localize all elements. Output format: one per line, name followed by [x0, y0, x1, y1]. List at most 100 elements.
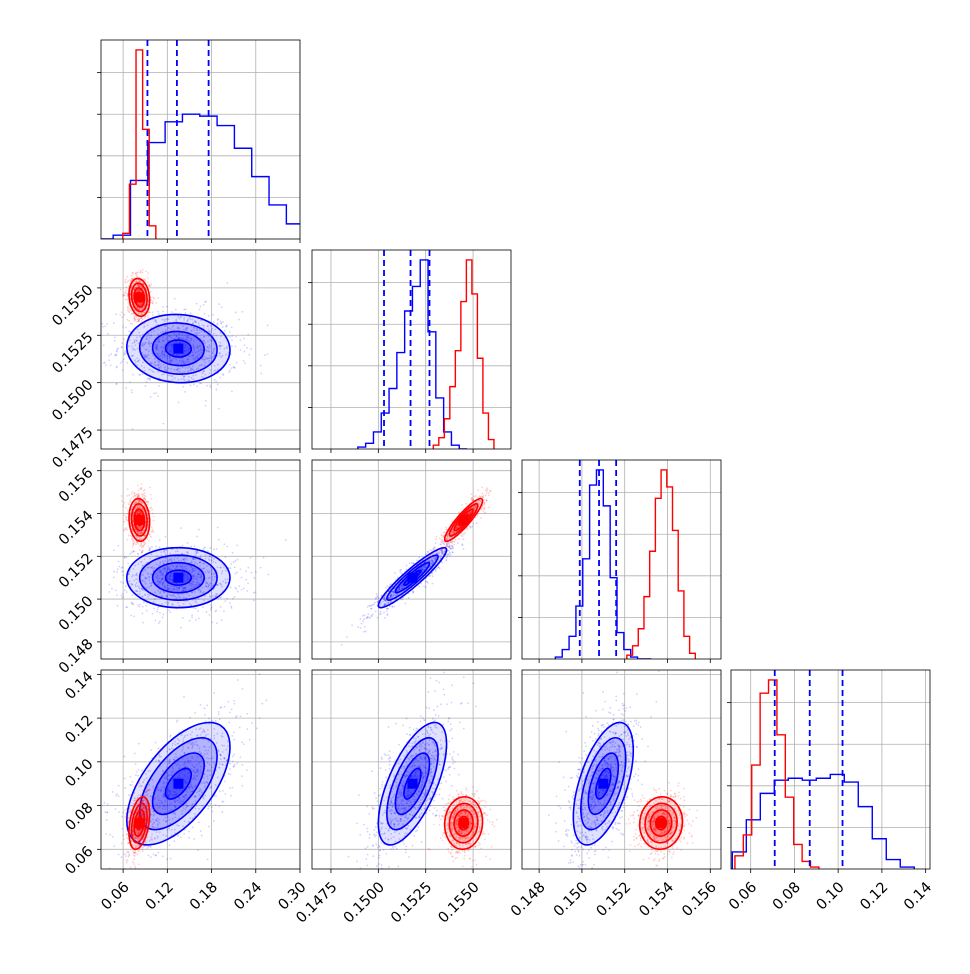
red-sample-point	[137, 489, 139, 491]
blue-sample-point	[124, 350, 126, 352]
blue-sample-point	[103, 344, 105, 346]
blue-sample-point	[346, 636, 348, 638]
blue-sample-point	[108, 584, 110, 586]
red-sample-point	[486, 492, 488, 494]
blue-sample-point	[98, 607, 100, 609]
red-sample-point	[471, 493, 473, 495]
red-sample-point	[429, 554, 431, 556]
red-sample-point	[123, 530, 125, 532]
blue-sample-point	[131, 601, 133, 603]
red-sample-point	[431, 550, 433, 552]
blue-sample-point	[237, 559, 239, 561]
red-sample-point	[134, 317, 136, 319]
blue-sample-point	[221, 306, 223, 308]
red-sample-point	[152, 314, 154, 316]
blue-sample-point	[235, 346, 237, 348]
red-sample-point	[131, 493, 133, 495]
panel-background	[731, 670, 930, 869]
blue-sample-point	[250, 348, 252, 350]
red-sample-point	[147, 503, 149, 505]
red-sample-point	[130, 498, 132, 500]
red-sample-point	[127, 509, 129, 511]
blue-sample-point	[362, 615, 364, 617]
red-sample-point	[441, 540, 443, 542]
blue-sample-point	[208, 315, 210, 317]
blue-sample-point	[214, 379, 216, 381]
red-sample-point	[123, 504, 125, 506]
red-sample-point	[126, 513, 128, 515]
blue-sample-point	[457, 542, 459, 544]
red-sample-point	[142, 496, 144, 498]
blue-sample-point	[122, 369, 124, 371]
blue-sample-point	[449, 555, 451, 557]
blue-sample-point	[159, 621, 161, 623]
red-sample-point	[141, 487, 143, 489]
blue-sample-point	[228, 371, 230, 373]
blue-sample-point	[364, 626, 366, 628]
red-sample-point	[151, 527, 153, 529]
blue-sample-point	[373, 603, 375, 605]
red-sample-point	[442, 546, 444, 548]
red-sample-point	[140, 322, 142, 324]
red-sample-point	[147, 272, 149, 274]
blue-sample-point	[122, 575, 124, 577]
blue-sample-point	[237, 591, 239, 593]
red-sample-point	[122, 295, 124, 297]
blue-sample-point	[205, 400, 207, 402]
blue-sample-point	[129, 553, 131, 555]
blue-sample-point	[244, 344, 246, 346]
blue-sample-point	[234, 596, 236, 598]
blue-sample-point	[423, 585, 425, 587]
red-sample-point	[127, 539, 129, 541]
red-sample-point	[149, 311, 151, 313]
blue-sample-point	[130, 615, 132, 617]
red-sample-point	[149, 285, 151, 287]
red-sample-point	[130, 535, 132, 537]
blue-sample-point	[125, 387, 127, 389]
red-sample-point	[144, 317, 146, 319]
red-sample-point	[143, 495, 145, 497]
blue-sample-point	[115, 354, 117, 356]
blue-sample-point	[245, 571, 247, 573]
blue-sample-point	[247, 567, 249, 569]
red-sample-point	[133, 541, 135, 543]
red-sample-point	[128, 494, 130, 496]
red-sample-point	[137, 553, 139, 555]
red-sample-point	[480, 517, 482, 519]
blue-sample-point	[110, 364, 112, 366]
blue-sample-point	[235, 336, 237, 338]
blue-sample-point	[126, 591, 128, 593]
red-sample-point	[157, 297, 159, 299]
blue-sample-point	[204, 313, 206, 315]
blue-sample-point	[105, 891, 107, 893]
blue-sample-point	[212, 314, 214, 316]
blue-sample-point	[360, 627, 362, 629]
red-sample-point	[151, 498, 153, 500]
blue-sample-point	[142, 606, 144, 608]
blue-sample-point	[400, 569, 402, 571]
blue-sample-point	[451, 551, 453, 553]
red-sample-point	[138, 543, 140, 545]
blue-sample-point	[240, 339, 242, 341]
blue-sample-point	[196, 385, 198, 387]
red-sample-point	[149, 487, 151, 489]
blue-sample-point	[436, 568, 438, 570]
blue-sample-point	[246, 347, 248, 349]
red-sample-point	[136, 494, 138, 496]
red-sample-point	[484, 511, 486, 513]
red-sample-point	[485, 499, 487, 501]
blue-sample-point	[244, 363, 246, 365]
red-sample-point	[446, 544, 448, 546]
red-sample-point	[138, 493, 140, 495]
red-sample-point	[438, 551, 440, 553]
blue-sample-point	[227, 282, 229, 284]
blue-sample-point	[411, 562, 413, 564]
red-sample-point	[139, 549, 141, 551]
blue-sample-point	[235, 311, 237, 313]
red-sample-point	[448, 543, 450, 545]
blue-sample-point	[264, 354, 266, 356]
blue-sample-point	[471, 526, 473, 528]
blue-sample-point	[210, 386, 212, 388]
blue-sample-point	[198, 529, 200, 531]
blue-sample-point	[191, 616, 193, 618]
